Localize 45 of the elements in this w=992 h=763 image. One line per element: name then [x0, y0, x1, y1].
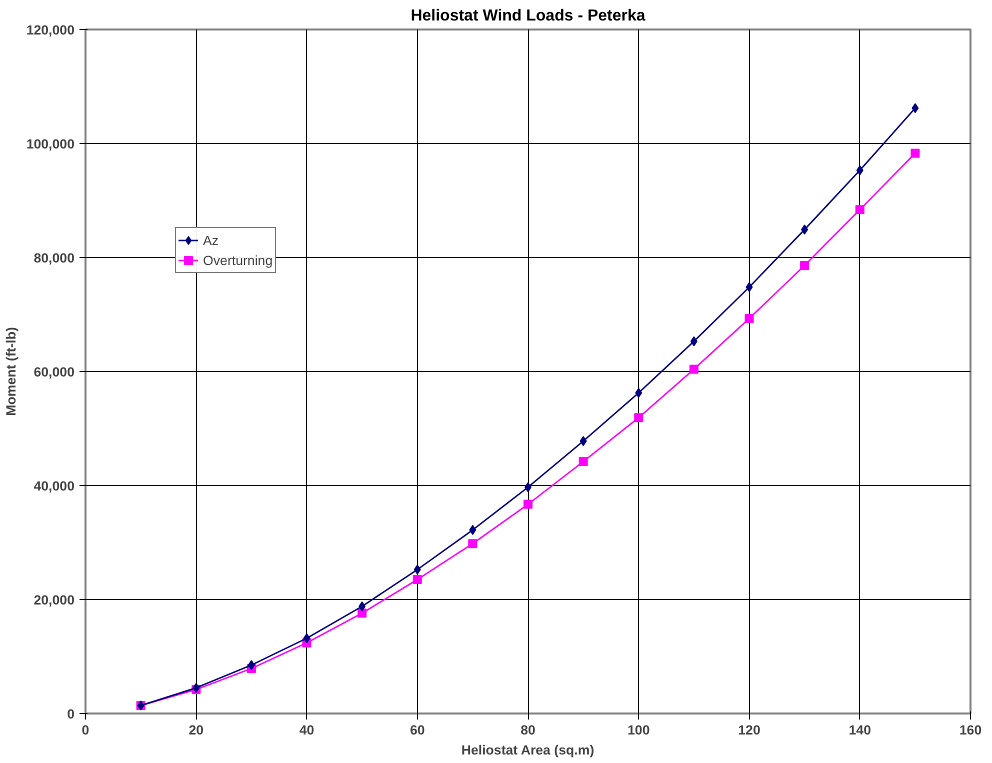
legend-label: Overturning	[203, 252, 273, 268]
x-tick-label: 160	[959, 722, 982, 738]
point	[800, 260, 810, 270]
y-tick-label: 20,000	[34, 592, 74, 608]
point	[358, 601, 366, 612]
point	[358, 608, 367, 618]
chart-title: Heliostat Wind Loads - Peterka	[410, 8, 646, 24]
x-tick-label: 20	[188, 722, 204, 738]
x-tick-label: 140	[848, 722, 872, 738]
point	[468, 539, 478, 548]
x-tick-label: 40	[299, 722, 314, 738]
point	[580, 436, 587, 446]
point	[910, 148, 920, 158]
x-tick-label: 60	[410, 722, 425, 738]
point	[412, 575, 422, 584]
y-tick-label: 120,000	[26, 22, 75, 38]
point	[635, 388, 642, 398]
x-tick-label: 100	[628, 722, 650, 738]
x-tick-label: 80	[520, 722, 536, 738]
point	[912, 103, 919, 114]
point	[746, 282, 753, 292]
point	[578, 457, 588, 466]
y-axis-title: Moment (ft-lb)	[3, 327, 18, 416]
point	[855, 205, 864, 214]
point	[303, 633, 310, 644]
x-tick-label: 0	[82, 722, 90, 738]
y-tick-label: 100,000	[26, 136, 75, 152]
point	[690, 336, 698, 346]
y-tick-label: 60,000	[34, 364, 74, 380]
legend-label: Az	[203, 232, 220, 248]
point	[744, 314, 754, 323]
y-tick-label: 40,000	[34, 478, 74, 494]
x-tick-label: 120	[738, 722, 760, 738]
point	[524, 500, 532, 509]
y-tick-label: 80,000	[34, 250, 74, 266]
point	[192, 682, 200, 693]
y-tick-label: 0	[67, 706, 75, 722]
x-axis-title: Heliostat Area (sq.m)	[461, 742, 594, 758]
point	[689, 364, 698, 374]
point	[801, 224, 808, 235]
point	[414, 564, 421, 575]
point	[469, 524, 476, 535]
point	[248, 660, 255, 670]
point	[856, 165, 864, 176]
point	[634, 413, 644, 422]
